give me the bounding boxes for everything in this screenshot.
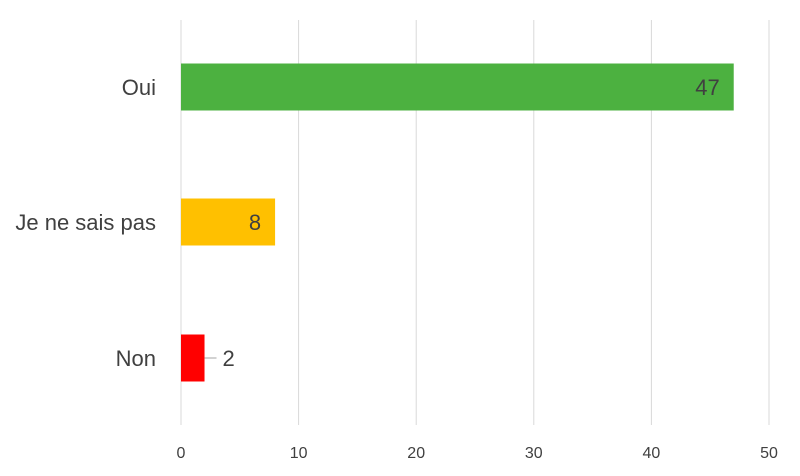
x-tick-label: 40 — [643, 445, 661, 462]
bar — [181, 198, 276, 246]
x-tick-label: 0 — [177, 445, 186, 462]
data-label: 47 — [695, 75, 719, 100]
bars — [181, 63, 734, 382]
category-labels: Oui Je ne sais pas Non — [15, 75, 156, 371]
x-axis-tick-labels: 0 10 20 30 40 50 — [177, 445, 778, 462]
x-tick-label: 50 — [760, 445, 778, 462]
x-tick-label: 20 — [407, 445, 425, 462]
category-label: Non — [116, 346, 156, 371]
x-tick-label: 30 — [525, 445, 543, 462]
data-labels: 47 8 2 — [204, 75, 720, 371]
data-label: 8 — [249, 210, 261, 235]
bar — [181, 334, 205, 382]
x-tick-label: 10 — [290, 445, 308, 462]
data-label: 2 — [223, 346, 235, 371]
category-label: Je ne sais pas — [15, 210, 156, 235]
bar — [181, 63, 734, 111]
category-label: Oui — [122, 75, 156, 100]
